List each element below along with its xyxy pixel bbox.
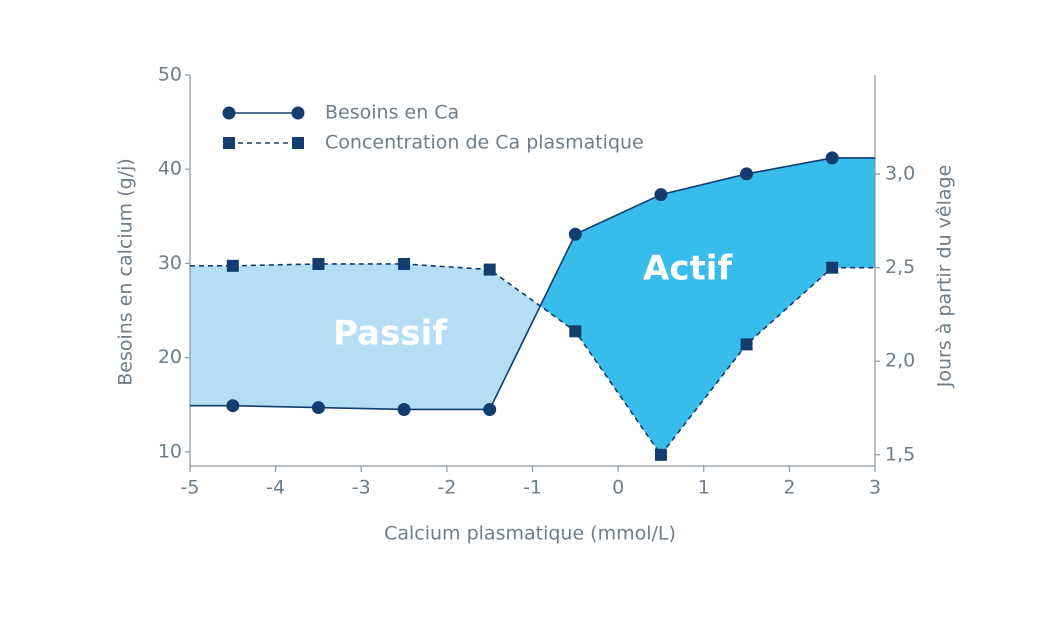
x-tick-label: 1: [698, 477, 710, 499]
annotation: Actif: [643, 249, 733, 289]
y2-tick-label: 1,5: [885, 443, 915, 465]
area-fill: [540, 157, 875, 455]
x-tick-label: -1: [523, 477, 542, 499]
y-tick-label: 40: [158, 158, 182, 180]
data-point: [826, 261, 839, 274]
data-point: [483, 402, 497, 416]
data-point: [569, 325, 582, 338]
y2-tick-label: 2,5: [885, 256, 915, 278]
data-point: [654, 188, 668, 202]
data-point: [825, 151, 839, 165]
data-point: [226, 399, 240, 413]
y-axis-label: Besoins en calcium (g/j): [115, 158, 137, 386]
y-tick-label: 50: [158, 64, 182, 86]
legend-label: Concentration de Ca plasmatique: [325, 132, 644, 154]
series-line: [232, 263, 833, 457]
legend-marker: [291, 106, 305, 120]
x-tick-label: -5: [181, 477, 200, 499]
data-point: [226, 259, 239, 272]
legend-marker: [292, 137, 304, 149]
y2-tick-label: 2,0: [885, 350, 915, 372]
y-tick-label: 20: [158, 346, 182, 368]
x-tick-label: 3: [869, 477, 881, 499]
legend-label: Besoins en Ca: [325, 102, 459, 124]
data-point: [740, 338, 753, 351]
data-point: [654, 448, 667, 461]
x-tick-label: 2: [783, 477, 795, 499]
legend-marker: [223, 137, 235, 149]
area-fill: [190, 263, 541, 410]
line-extension: [190, 265, 875, 269]
y-tick-label: 10: [158, 440, 182, 462]
line-extension: [190, 157, 875, 407]
data-point: [312, 257, 325, 270]
data-point: [398, 257, 411, 270]
data-point: [483, 263, 496, 276]
y-tick-label: 30: [158, 252, 182, 274]
series-line: [232, 157, 833, 411]
data-point: [568, 227, 582, 241]
data-point: [311, 401, 325, 415]
data-point: [740, 167, 754, 181]
x-axis-label: Calcium plasmatique (mmol/L): [384, 523, 676, 545]
x-tick-label: -4: [266, 477, 285, 499]
x-tick-label: -2: [437, 477, 456, 499]
x-tick-label: -3: [352, 477, 371, 499]
legend-marker: [222, 106, 236, 120]
y2-axis-label: Jours à partir du vêlage: [934, 165, 956, 389]
y2-tick-label: 3,0: [885, 163, 915, 185]
x-tick-label: 0: [612, 477, 624, 499]
annotation: Passif: [333, 314, 448, 354]
data-point: [397, 402, 411, 416]
